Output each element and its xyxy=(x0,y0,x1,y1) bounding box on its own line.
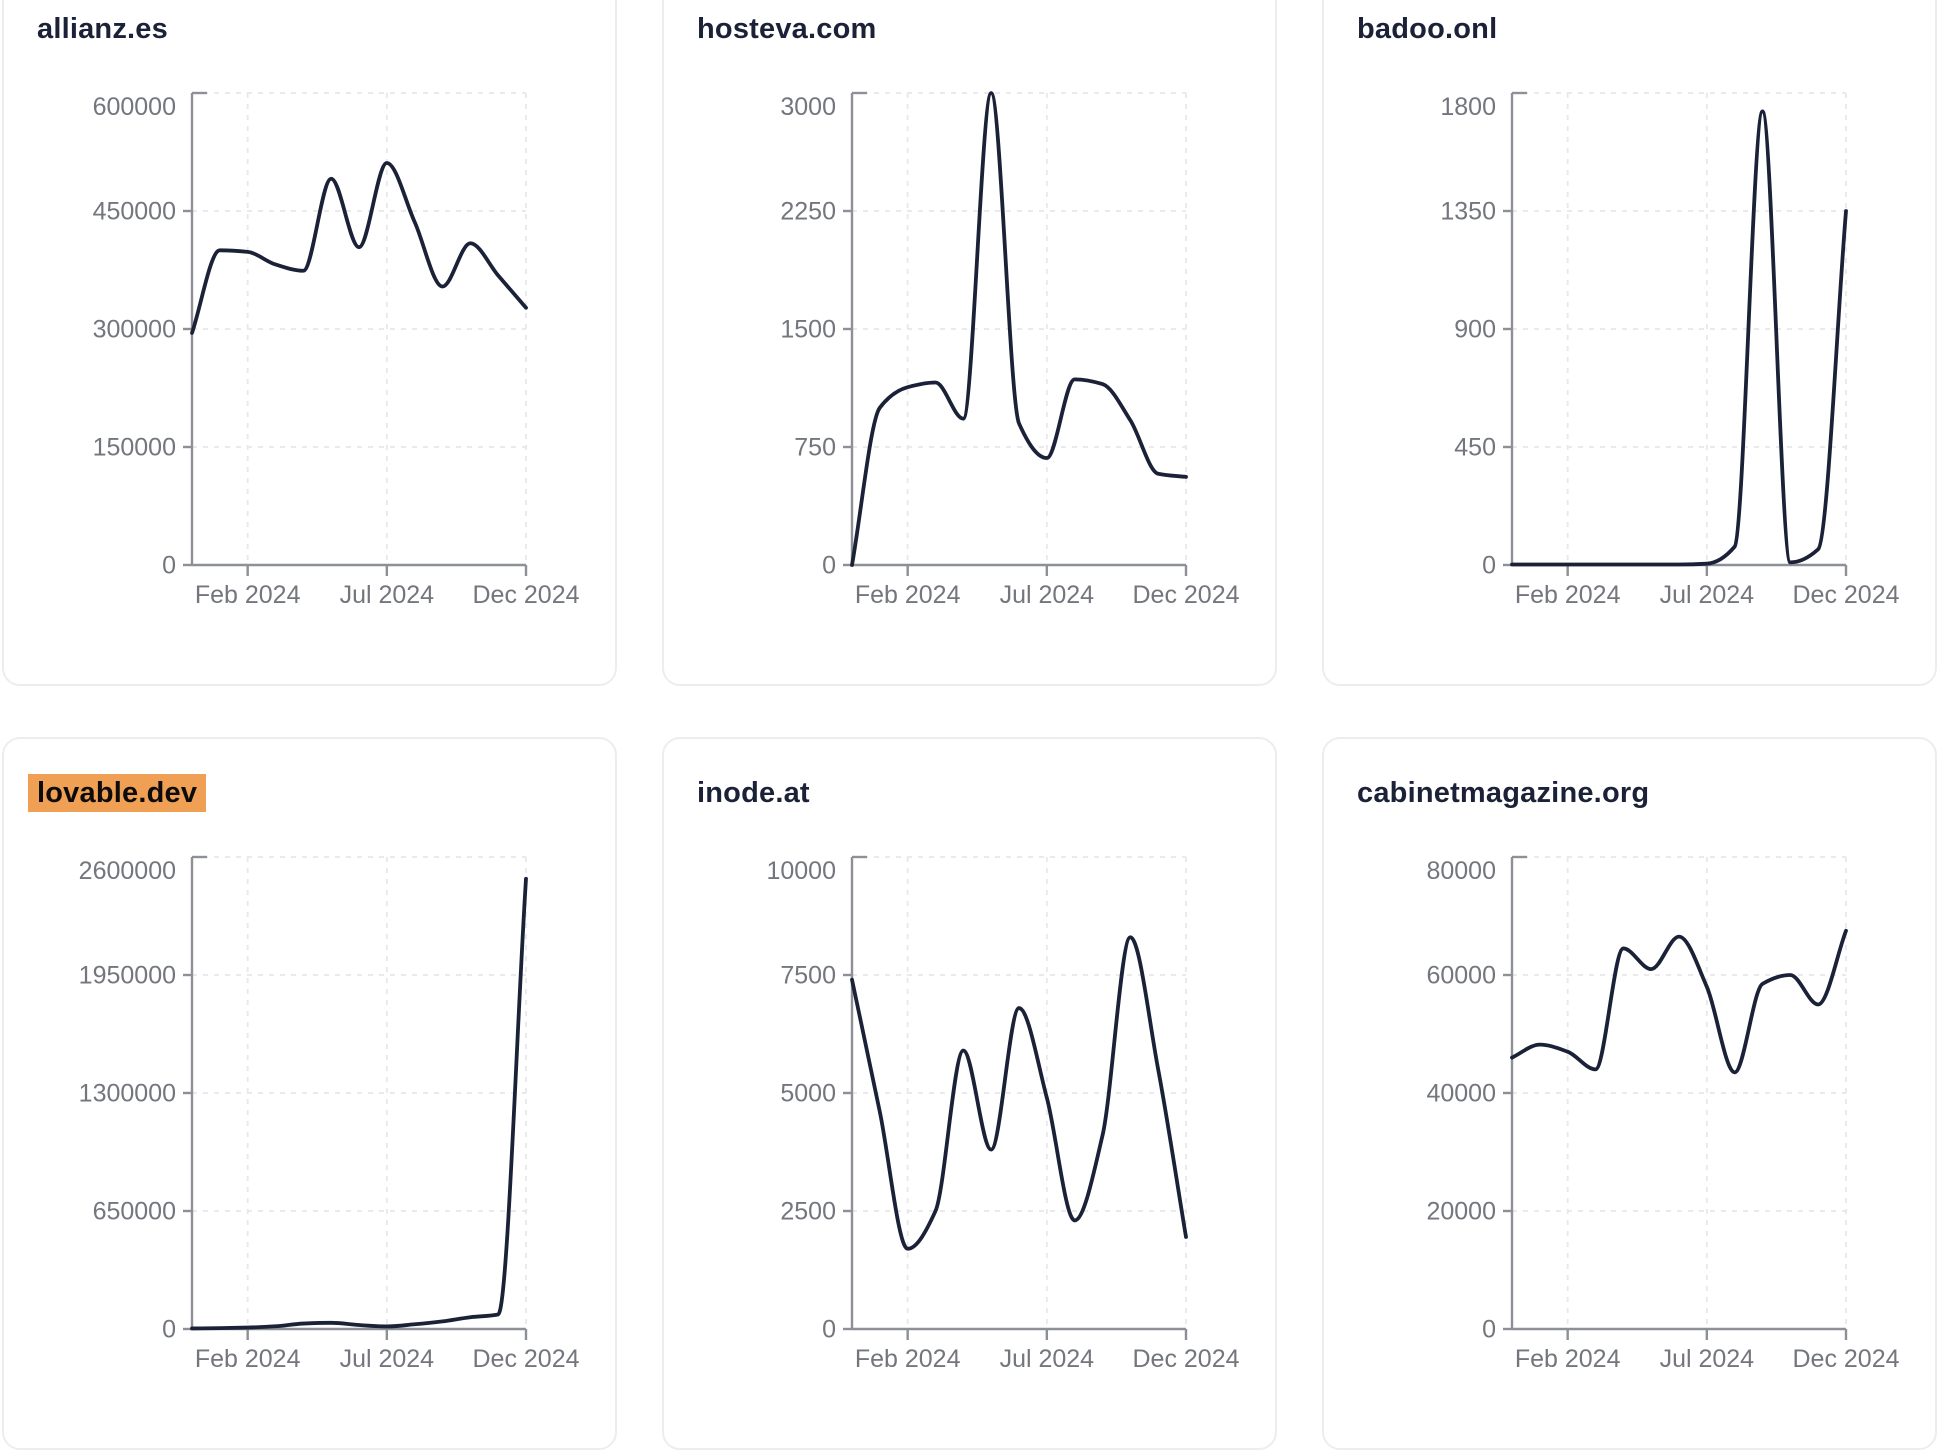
chart-title-row: allianz.es xyxy=(4,9,615,49)
series-line xyxy=(1510,928,1848,1075)
x-tick-label: Feb 2024 xyxy=(195,1345,301,1373)
x-tick-label: Dec 2024 xyxy=(1792,1345,1899,1373)
series-line xyxy=(850,935,1188,1251)
axes xyxy=(1503,91,1848,576)
gridlines xyxy=(1512,92,1847,565)
gridlines xyxy=(192,92,527,565)
y-tick-label: 3000 xyxy=(780,93,836,121)
x-tick-label: Dec 2024 xyxy=(1132,581,1239,609)
y-tick-label: 150000 xyxy=(93,434,176,462)
chart-card[interactable]: allianz.es 0 150000 300000 450000 600000 Feb … xyxy=(2,0,617,686)
x-tick-label: Jul 2024 xyxy=(340,581,435,609)
y-tick-label: 20000 xyxy=(1426,1198,1496,1226)
line-chart: 0 20000 40000 60000 80000 Feb 2024 Jul 2024 Dec… xyxy=(1426,855,1900,1373)
chart-title-row: lovable.dev xyxy=(4,773,615,813)
y-tick-label: 1300000 xyxy=(79,1080,176,1108)
gridlines xyxy=(852,856,1187,1329)
x-tick-label: Dec 2024 xyxy=(472,1345,579,1373)
y-tick-label: 2500 xyxy=(780,1198,836,1226)
y-tick-label: 900 xyxy=(1454,316,1496,344)
y-tick-label: 0 xyxy=(1482,552,1496,580)
chart-card[interactable]: inode.at 0 2500 5000 7500 10000 Feb 2024 Jul 2… xyxy=(662,737,1277,1450)
y-tick-label: 300000 xyxy=(93,316,176,344)
y-tick-label: 1950000 xyxy=(79,962,176,990)
axes xyxy=(843,855,1188,1340)
y-tick-label: 0 xyxy=(1482,1316,1496,1344)
y-tick-label: 650000 xyxy=(93,1198,176,1226)
line-chart: 0 650000 1300000 1950000 2600000 Feb 2024 Jul … xyxy=(79,855,580,1373)
x-tick-label: Jul 2024 xyxy=(1000,581,1095,609)
chart-title: badoo.onl xyxy=(1357,13,1498,45)
axes xyxy=(183,855,528,1340)
line-chart: 0 450 900 1350 1800 Feb 2024 Jul 2024 Dec 2024 xyxy=(1440,91,1900,609)
chart-card[interactable]: cabinetmagazine.org 0 20000 40000 60000 8000… xyxy=(1322,737,1937,1450)
chart-title: lovable.dev xyxy=(28,774,207,812)
y-tick-label: 750 xyxy=(794,434,836,462)
chart-card[interactable]: lovable.dev 0 650000 1300000 1950000 2600000… xyxy=(2,737,617,1450)
x-tick-label: Jul 2024 xyxy=(1660,581,1755,609)
chart-title-row: hosteva.com xyxy=(664,9,1275,49)
x-tick-label: Feb 2024 xyxy=(1515,1345,1621,1373)
y-tick-label: 1500 xyxy=(780,316,836,344)
y-tick-label: 7500 xyxy=(780,962,836,990)
y-tick-label: 0 xyxy=(162,552,176,580)
y-tick-label: 80000 xyxy=(1426,857,1496,885)
axis-labels: 0 20000 40000 60000 80000 Feb 2024 Jul 2024 Dec… xyxy=(1426,857,1899,1373)
y-tick-label: 2600000 xyxy=(79,857,176,885)
axis-labels: 0 2500 5000 7500 10000 Feb 2024 Jul 2024 Dec 20… xyxy=(766,857,1239,1373)
line-chart: 0 150000 300000 450000 600000 Feb 2024 Jul 202… xyxy=(93,91,580,609)
chart-title-row: cabinetmagazine.org xyxy=(1324,773,1935,813)
line-chart: 0 2500 5000 7500 10000 Feb 2024 Jul 2024 Dec 20… xyxy=(766,855,1240,1373)
axes xyxy=(183,91,528,576)
chart-title: allianz.es xyxy=(37,13,168,45)
chart-title-row: badoo.onl xyxy=(1324,9,1935,49)
series-line xyxy=(190,876,528,1331)
y-tick-label: 450 xyxy=(1454,434,1496,462)
x-tick-label: Feb 2024 xyxy=(855,1345,961,1373)
line-chart: 0 750 1500 2250 3000 Feb 2024 Jul 2024 Dec 2024 xyxy=(780,91,1240,609)
x-tick-label: Dec 2024 xyxy=(1792,581,1899,609)
x-tick-label: Jul 2024 xyxy=(1000,1345,1095,1373)
x-tick-label: Jul 2024 xyxy=(340,1345,435,1373)
chart-title: cabinetmagazine.org xyxy=(1357,777,1650,809)
x-tick-label: Feb 2024 xyxy=(195,581,301,609)
y-tick-label: 0 xyxy=(162,1316,176,1344)
y-tick-label: 0 xyxy=(822,1316,836,1344)
series-line xyxy=(850,91,1188,567)
y-tick-label: 600000 xyxy=(93,93,176,121)
chart-title: inode.at xyxy=(697,777,810,809)
y-tick-label: 5000 xyxy=(780,1080,836,1108)
chart-card[interactable]: badoo.onl 0 450 900 1350 1800 Feb 2024 Jul 202… xyxy=(1322,0,1937,686)
y-tick-label: 450000 xyxy=(93,198,176,226)
series-line xyxy=(1510,109,1848,567)
x-tick-label: Dec 2024 xyxy=(1132,1345,1239,1373)
y-tick-label: 60000 xyxy=(1426,962,1496,990)
gridlines xyxy=(1512,856,1847,1329)
axis-labels: 0 150000 300000 450000 600000 Feb 2024 Jul 202… xyxy=(93,93,580,609)
axes xyxy=(843,91,1188,576)
chart-title: hosteva.com xyxy=(697,13,877,45)
gridlines xyxy=(852,92,1187,565)
axes xyxy=(1503,855,1848,1340)
y-tick-label: 10000 xyxy=(766,857,836,885)
y-tick-label: 40000 xyxy=(1426,1080,1496,1108)
axis-labels: 0 750 1500 2250 3000 Feb 2024 Jul 2024 Dec 2024 xyxy=(780,93,1239,609)
y-tick-label: 2250 xyxy=(780,198,836,226)
chart-title-row: inode.at xyxy=(664,773,1275,813)
axis-labels: 0 450 900 1350 1800 Feb 2024 Jul 2024 Dec 2024 xyxy=(1440,93,1899,609)
axis-labels: 0 650000 1300000 1950000 2600000 Feb 2024 Jul … xyxy=(79,857,580,1373)
x-tick-label: Jul 2024 xyxy=(1660,1345,1755,1373)
series-line xyxy=(190,161,528,335)
y-tick-label: 1800 xyxy=(1440,93,1496,121)
x-tick-label: Feb 2024 xyxy=(1515,581,1621,609)
y-tick-label: 1350 xyxy=(1440,198,1496,226)
y-tick-label: 0 xyxy=(822,552,836,580)
x-tick-label: Dec 2024 xyxy=(472,581,579,609)
gridlines xyxy=(192,856,527,1329)
x-tick-label: Feb 2024 xyxy=(855,581,961,609)
chart-card[interactable]: hosteva.com 0 750 1500 2250 3000 Feb 2024 Jul … xyxy=(662,0,1277,686)
